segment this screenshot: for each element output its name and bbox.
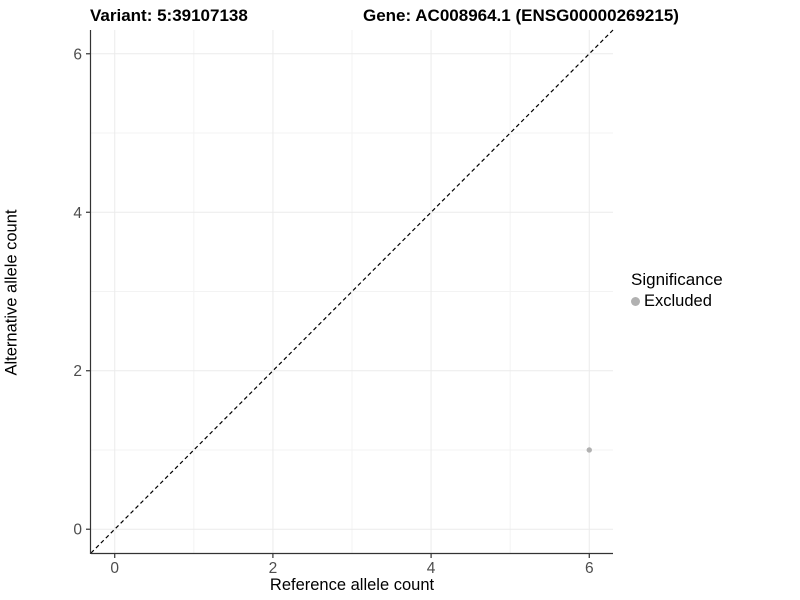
legend-item-excluded: Excluded [631,292,723,311]
x-tick-label: 2 [269,560,278,577]
variant-title: Variant: 5:39107138 [90,6,248,25]
y-tick-label: 2 [73,363,82,380]
x-tick-label: 0 [110,560,119,577]
y-axis-title: Alternative allele count [2,209,21,376]
data-point [586,447,592,453]
y-tick-label: 4 [73,205,82,222]
x-tick-label: 4 [427,560,436,577]
x-tick-label: 6 [585,560,594,577]
y-tick-label: 0 [73,522,82,539]
excluded-point-icon [631,297,640,306]
gene-title: Gene: AC008964.1 (ENSG00000269215) [363,6,679,25]
legend-title: Significance [631,270,723,289]
y-tick-label: 6 [73,46,82,63]
legend-item-label: Excluded [644,292,712,310]
x-axis-title: Reference allele count [269,576,435,594]
legend: Significance Excluded [631,270,723,311]
